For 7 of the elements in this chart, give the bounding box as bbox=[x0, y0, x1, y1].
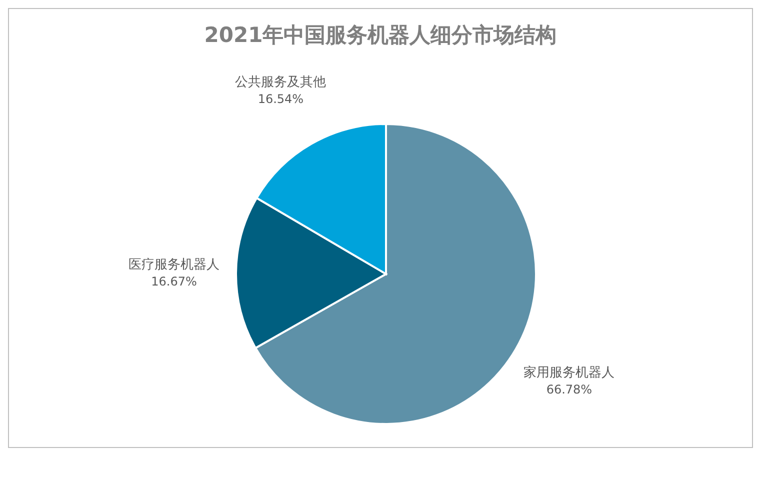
slice-label: 医疗服务机器人 bbox=[128, 257, 220, 272]
slice-label: 公共服务及其他 bbox=[235, 74, 326, 90]
slice-label: 家用服务机器人 bbox=[524, 364, 615, 381]
chart-title: 2021年中国服务机器人细分市场结构 bbox=[203, 22, 558, 49]
data-label: 16.67% bbox=[151, 274, 197, 288]
data-label: 16.54% bbox=[258, 92, 304, 106]
data-label: 66.78% bbox=[546, 382, 592, 397]
